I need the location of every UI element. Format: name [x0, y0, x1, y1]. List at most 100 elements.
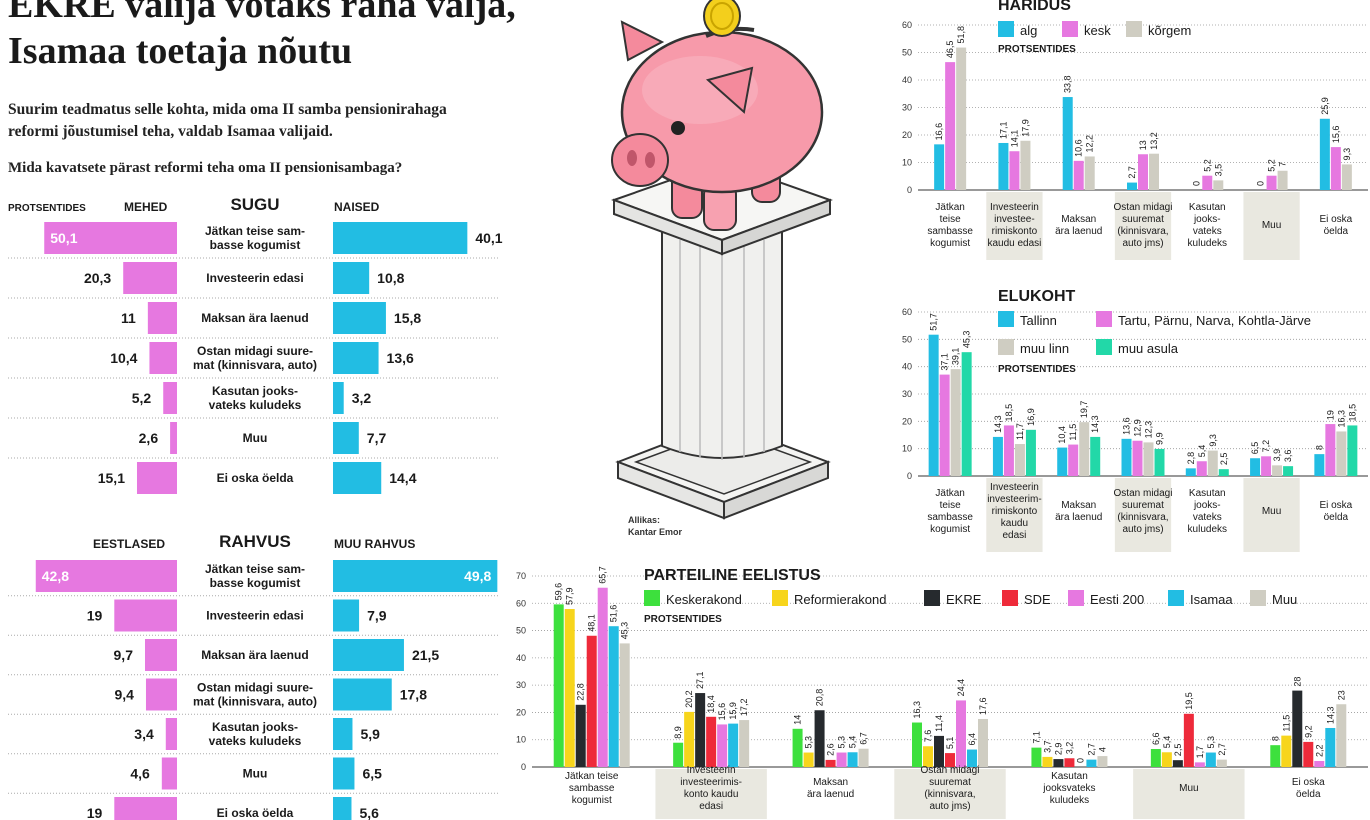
bar-value-label: 22,8 [576, 683, 586, 701]
category-label: Investeerin edasi [206, 271, 303, 285]
bar-value-label: 0 [1256, 181, 1266, 186]
bar-value-label: 8 [1314, 445, 1324, 450]
left-value-label: 5,2 [132, 390, 152, 406]
bar [739, 720, 750, 767]
bar [1314, 760, 1325, 767]
bar-value-label: 3,7 [1042, 740, 1052, 753]
chart-title: RAHVUS [219, 532, 291, 551]
category-label: Maksan ära laenud [201, 648, 308, 662]
legend-label: kõrgem [1148, 23, 1191, 38]
y-tick-label: 30 [902, 389, 912, 399]
bar [1172, 760, 1183, 767]
chart-haridus: 0 10 20 30 40 50 60 16,6 46,551,8 Jätkan teise samb… [902, 0, 1368, 260]
bar [1283, 466, 1294, 476]
right-bar [333, 599, 360, 632]
left-bar [144, 639, 177, 671]
bar-value-label: 16,3 [1336, 410, 1346, 428]
bar-value-label: 7,6 [923, 730, 933, 743]
bar-value-label: 0 [1075, 758, 1085, 763]
bar [1336, 431, 1347, 476]
bar [586, 635, 597, 767]
category-shade [1243, 192, 1300, 260]
legend-label: SDE [1024, 592, 1051, 607]
bar-value-label: 2,7 [1217, 743, 1227, 756]
bar-value-label: 9,2 [1303, 725, 1313, 738]
left-bar [170, 422, 177, 454]
bar-value-label: 12,2 [1085, 135, 1095, 153]
bar-value-label: 45,3 [962, 331, 972, 349]
bar [1086, 759, 1097, 767]
bar-value-label: 5,1 [945, 737, 955, 750]
bar-value-label: 7 [1278, 162, 1288, 167]
bar [1149, 153, 1159, 190]
category-label: Ei oska öelda [217, 471, 294, 485]
x-category-label: Jätkan teise sambasse kogumist [927, 202, 973, 249]
bar-value-label: 9,3 [1208, 434, 1218, 447]
bar-value-label: 16,6 [934, 123, 944, 141]
bar-value-label: 8 [1270, 736, 1280, 741]
legend-swatch [772, 590, 788, 606]
right-series-label: MUU RAHVUS [334, 537, 415, 551]
legend-label: Reformierakond [794, 592, 887, 607]
bar [1097, 756, 1108, 767]
right-value-label: 7,7 [367, 430, 387, 446]
bar [1121, 438, 1132, 476]
right-bar [333, 382, 344, 414]
bar [1009, 151, 1020, 190]
bar-value-label: 5,4 [1197, 445, 1207, 458]
bar [1132, 440, 1143, 476]
right-bar [333, 422, 359, 454]
bar-value-label: 5,2 [1202, 159, 1212, 172]
bar-value-label: 51,8 [956, 26, 966, 44]
right-value-label: 5,9 [360, 726, 380, 742]
left-value-label: 4,6 [130, 766, 150, 782]
y-tick-label: 50 [516, 626, 526, 636]
bar-value-label: 3,5 [1213, 164, 1223, 177]
category-label: Maksan ära laenud [201, 311, 308, 325]
right-value-label: 5,6 [359, 805, 379, 820]
bar [1314, 454, 1325, 476]
left-bar [44, 222, 177, 254]
x-category-label: Kasutan jooks-vateks kuludeks [1188, 488, 1227, 535]
bar [1042, 756, 1053, 767]
bar-value-label: 17,9 [1020, 119, 1030, 137]
category-shade [986, 192, 1043, 260]
bar [928, 334, 939, 476]
legend-label: EKRE [946, 592, 982, 607]
bar [1216, 759, 1227, 767]
category-shade [1114, 192, 1172, 260]
chart-title: HARIDUS [998, 0, 1071, 14]
bar-value-label: 19 [1325, 410, 1335, 420]
bar [575, 704, 586, 767]
bar-value-label: 10,6 [1074, 139, 1084, 157]
bar [1053, 759, 1064, 767]
right-series-label: NAISED [334, 200, 380, 214]
left-bar [147, 302, 177, 334]
legend-label: Muu [1272, 592, 1297, 607]
bar [803, 752, 814, 767]
bar-value-label: 5,3 [804, 736, 814, 749]
category-label: Kasutan jooks-vateks kuludeks [209, 384, 302, 412]
bar [1250, 458, 1261, 476]
right-value-label: 21,5 [412, 647, 439, 663]
left-bar [114, 797, 177, 820]
bar-value-label: 23 [1336, 690, 1346, 700]
bar [619, 643, 630, 767]
right-bar [333, 757, 355, 790]
x-category-label: Ei oska öelda [1319, 500, 1352, 523]
bar-value-label: 2,2 [1314, 744, 1324, 757]
bar-value-label: 27,1 [695, 672, 705, 690]
legend-swatch [1002, 590, 1018, 606]
y-tick-label: 60 [902, 307, 912, 317]
category-label: Investeerin edasi [206, 609, 303, 623]
y-tick-label: 10 [902, 444, 912, 454]
y-tick-label: 0 [907, 471, 912, 481]
bar [1057, 447, 1068, 476]
category-label: Jätkan teise sam-basse kogumist [205, 562, 305, 590]
left-value-label: 42,8 [42, 568, 69, 584]
legend-swatch [1096, 311, 1112, 327]
bar-value-label: 18,4 [706, 695, 716, 713]
left-bar [165, 718, 177, 750]
legend-swatch [1126, 21, 1142, 37]
